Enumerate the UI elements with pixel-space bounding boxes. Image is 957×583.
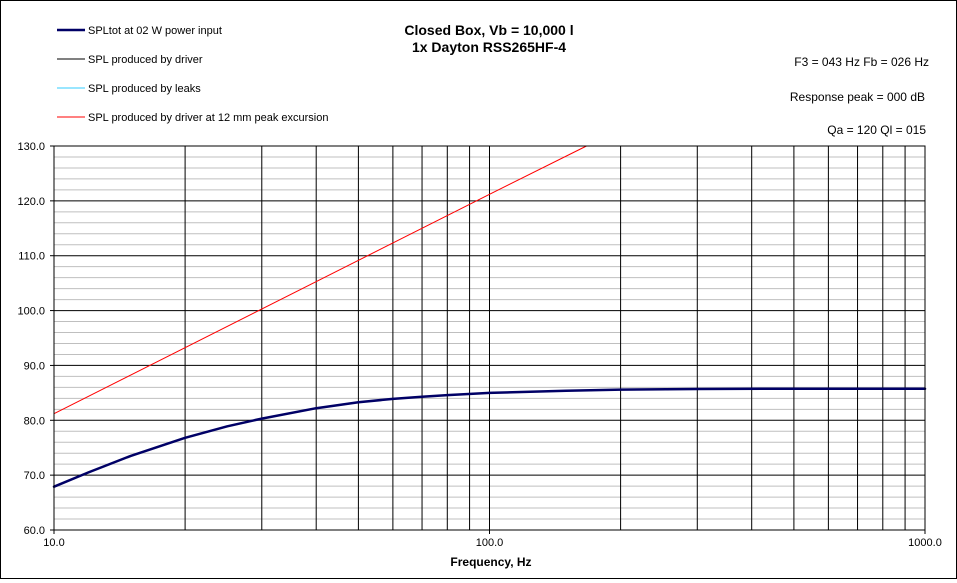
- chart-title: Closed Box, Vb = 10,000 l: [404, 22, 573, 38]
- x-axis-label: Frequency, Hz: [450, 555, 531, 569]
- y-tick-label: 120.0: [17, 196, 45, 208]
- series-line-0: [52, 387, 927, 488]
- y-tick-label: 130.0: [17, 141, 45, 153]
- x-tick-label: 1000.0: [908, 537, 942, 549]
- legend-label-spltot: SPLtot at 02 W power input: [88, 25, 222, 37]
- x-tick-label: 10.0: [43, 537, 64, 549]
- major-grid: [54, 146, 925, 530]
- x-tick-label: 100.0: [476, 537, 504, 549]
- y-tick-label: 70.0: [24, 470, 45, 482]
- annotation-response-peak: Response peak = 000 dB: [790, 90, 925, 104]
- y-tick-label: 90.0: [24, 360, 45, 372]
- y-tick-label: 60.0: [24, 525, 45, 537]
- chart-subtitle: 1x Dayton RSS265HF-4: [412, 39, 566, 55]
- annotation-qa-ql: Qa = 120 Ql = 015: [827, 123, 926, 137]
- y-axis-ticks: 60.0 70.0 80.0 90.0 100.0 110.0 120.0 130.0: [17, 141, 54, 537]
- legend-label-leaks: SPL produced by leaks: [88, 83, 201, 95]
- series-line-3: [53, 145, 587, 415]
- plot-series: [52, 145, 927, 488]
- legend: SPLtot at 02 W power input SPL produced …: [57, 25, 329, 124]
- x-axis-ticks: 10.0 100.0 1000.0: [43, 530, 942, 549]
- y-tick-label: 110.0: [18, 251, 45, 263]
- legend-label-driver: SPL produced by driver: [88, 54, 203, 66]
- legend-label-excursion: SPL produced by driver at 12 mm peak exc…: [88, 112, 329, 124]
- annotation-f3-fb: F3 = 043 Hz Fb = 026 Hz: [794, 55, 929, 69]
- y-tick-label: 80.0: [24, 415, 45, 427]
- y-tick-label: 100.0: [17, 306, 45, 318]
